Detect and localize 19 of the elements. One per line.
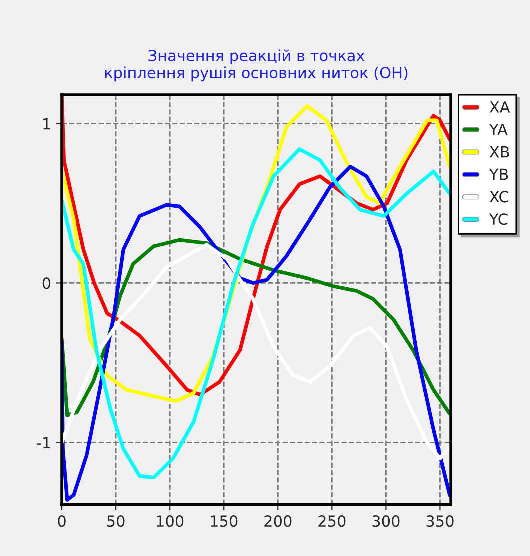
x-tick-label: 0: [58, 516, 66, 528]
legend-label: YA: [489, 124, 508, 136]
line-series: [62, 243, 452, 460]
legend-label: YC: [489, 214, 508, 226]
y-tick-label: 0: [42, 278, 51, 290]
legend-label: XB: [490, 146, 510, 158]
x-tick-label: 200: [264, 516, 292, 528]
x-tick-label: 50: [108, 516, 125, 528]
legend-label: YB: [489, 168, 508, 180]
legend-label: XA: [490, 102, 510, 113]
y-tick-label: -1: [37, 437, 50, 448]
x-tick-label: 300: [372, 516, 400, 528]
y-tick-label: 1: [44, 118, 50, 130]
chart-title: Значення реакцій в точках кріплення рушія основних ниток (ОН): [105, 50, 408, 82]
x-tick-label: 250: [318, 516, 346, 528]
x-tick-label: 100: [157, 516, 184, 528]
x-tick-label: 150: [211, 516, 238, 528]
legend-label: XC: [490, 191, 509, 203]
x-tick-label: 350: [426, 516, 454, 528]
